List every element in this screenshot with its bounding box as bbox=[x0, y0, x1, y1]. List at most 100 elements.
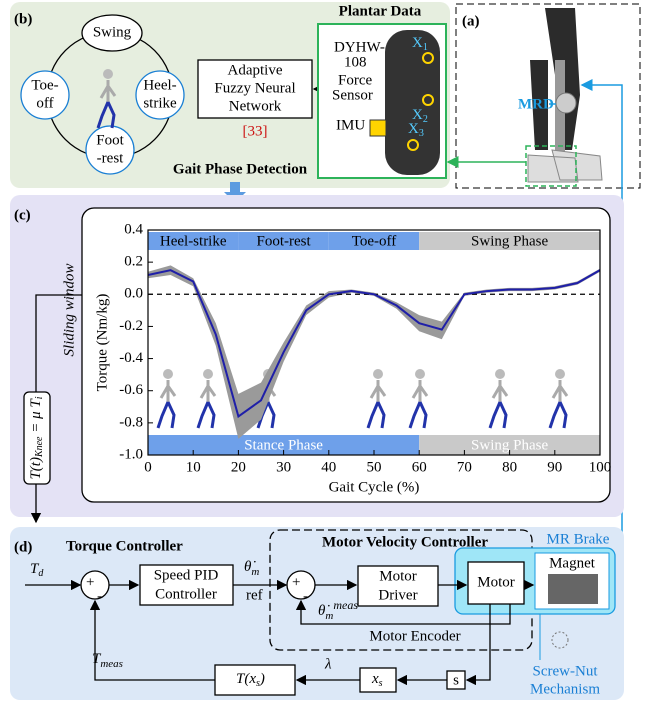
state-label: off bbox=[36, 95, 53, 111]
formula-box bbox=[23, 391, 51, 485]
x-tick-label: 80 bbox=[502, 459, 517, 475]
phase-bar bbox=[328, 232, 420, 250]
sensor-dot bbox=[422, 52, 434, 64]
xs-label: xs bbox=[371, 671, 383, 689]
down-arrow bbox=[224, 182, 246, 203]
phase-bar bbox=[148, 232, 239, 250]
y-tick-label: -1.0 bbox=[119, 446, 143, 462]
arrow bbox=[89, 599, 215, 681]
td: Td bbox=[30, 561, 44, 579]
citation: [33] bbox=[243, 123, 268, 139]
txs-box bbox=[214, 664, 296, 696]
sensor-label: 108 bbox=[344, 54, 367, 70]
feedback bbox=[295, 599, 511, 625]
sign: - bbox=[303, 588, 308, 604]
x-tick-label: 60 bbox=[412, 459, 427, 475]
network-label: Fuzzy Neural bbox=[214, 80, 295, 96]
driver-label: Driver bbox=[378, 587, 417, 603]
panel-a-box bbox=[455, 3, 641, 189]
mrd-device bbox=[555, 92, 577, 114]
sign: - bbox=[97, 588, 102, 604]
mean-line bbox=[147, 269, 601, 419]
x-tick-label: 90 bbox=[547, 459, 562, 475]
state bbox=[20, 70, 70, 120]
x-tick-label: 50 bbox=[367, 459, 382, 475]
ref-label: ref bbox=[246, 587, 263, 603]
y-tick-label: 0.4 bbox=[124, 221, 143, 237]
x-tick-label: 70 bbox=[457, 459, 472, 475]
y-tick-label: 0.2 bbox=[124, 254, 143, 270]
phase-bar bbox=[148, 435, 420, 455]
pid-label: Speed PID bbox=[154, 567, 219, 583]
state-label: strike bbox=[143, 95, 177, 111]
phase-label: Stance Phase bbox=[244, 437, 323, 453]
panel-label: (b) bbox=[14, 11, 32, 27]
pid-label: Controller bbox=[155, 586, 217, 602]
state-label: Toe- bbox=[31, 77, 58, 93]
network-label: Network bbox=[229, 98, 282, 114]
txs-label: T(xs) bbox=[236, 671, 265, 689]
gear-icon bbox=[551, 631, 569, 649]
sensor-dot bbox=[422, 94, 434, 106]
sign: + bbox=[86, 574, 94, 590]
network-box bbox=[197, 59, 313, 119]
formula: T(t)Knee = μ Ti bbox=[28, 396, 45, 479]
state-label: Heel- bbox=[143, 77, 176, 93]
phase-label: Foot-rest bbox=[257, 233, 312, 249]
panel-label: (a) bbox=[462, 13, 480, 29]
driver-label: Motor bbox=[379, 568, 417, 584]
y-axis-label: Torque (Nm/kg) bbox=[94, 294, 110, 392]
state bbox=[85, 125, 135, 175]
sensor-label: DYHW- bbox=[334, 39, 385, 55]
chart-frame bbox=[81, 207, 611, 503]
phase-label: Swing Phase bbox=[471, 233, 548, 249]
screw-label: Mechanism bbox=[530, 681, 600, 697]
phase-label: Swing Phase bbox=[471, 437, 548, 453]
insole bbox=[385, 30, 440, 175]
phase-label: Heel-strike bbox=[160, 233, 227, 249]
state-label: Swing bbox=[93, 24, 132, 40]
motor-label: Motor bbox=[477, 574, 515, 590]
connector bbox=[35, 294, 82, 392]
driver-box bbox=[357, 565, 439, 607]
y-tick-label: 0.0 bbox=[124, 286, 143, 302]
mrd-label: MRD bbox=[518, 96, 554, 112]
x-axis-label: Gait Cycle (%) bbox=[329, 479, 420, 495]
pid-box bbox=[139, 564, 234, 606]
magnet-image bbox=[548, 574, 598, 604]
x-tick-label: 100 bbox=[589, 459, 612, 475]
t-meas: Tmeas bbox=[92, 651, 123, 669]
lambda: λ bbox=[324, 656, 332, 672]
plantar-title: Plantar Data bbox=[339, 3, 422, 19]
sign: + bbox=[292, 574, 300, 590]
sensor-label: Force bbox=[338, 72, 372, 88]
foot-box bbox=[525, 145, 577, 187]
magnet-label: Magnet bbox=[549, 555, 596, 571]
s-label: s bbox=[453, 672, 459, 688]
plot: Heel-strike Foot-rest Toe-off Swing Phase St… bbox=[94, 221, 611, 495]
phase-bar bbox=[238, 232, 329, 250]
y-tick-label: -0.4 bbox=[119, 350, 143, 366]
panel-label: (d) bbox=[14, 539, 32, 555]
x-tick-label: 30 bbox=[276, 459, 291, 475]
mr-brake-label: MR Brake bbox=[547, 531, 610, 547]
arrow bbox=[465, 604, 491, 686]
screw-label: Screw-Nut bbox=[533, 663, 599, 679]
sensor-dot bbox=[407, 139, 419, 151]
phase-label: Toe-off bbox=[352, 233, 397, 249]
shoes bbox=[527, 149, 603, 183]
x-label: X1 bbox=[412, 35, 428, 53]
state bbox=[135, 70, 185, 120]
x-tick-label: 10 bbox=[186, 459, 201, 475]
side-label: Sliding window bbox=[61, 264, 77, 357]
y-tick-label: -0.8 bbox=[119, 414, 143, 430]
controller-title: Torque Controller bbox=[66, 538, 183, 554]
std-band bbox=[148, 265, 600, 439]
encoder-label: Motor Encoder bbox=[369, 628, 460, 644]
network-label: Adaptive bbox=[228, 62, 283, 78]
x-tick-label: 20 bbox=[231, 459, 246, 475]
velocity-title: Motor Velocity Controller bbox=[322, 534, 488, 550]
x-label: X3 bbox=[408, 121, 424, 139]
panel-label: (c) bbox=[14, 207, 31, 223]
